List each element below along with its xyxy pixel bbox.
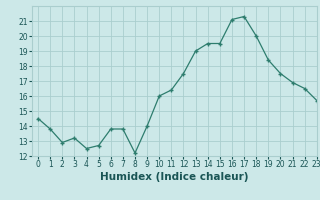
X-axis label: Humidex (Indice chaleur): Humidex (Indice chaleur) bbox=[100, 172, 249, 182]
